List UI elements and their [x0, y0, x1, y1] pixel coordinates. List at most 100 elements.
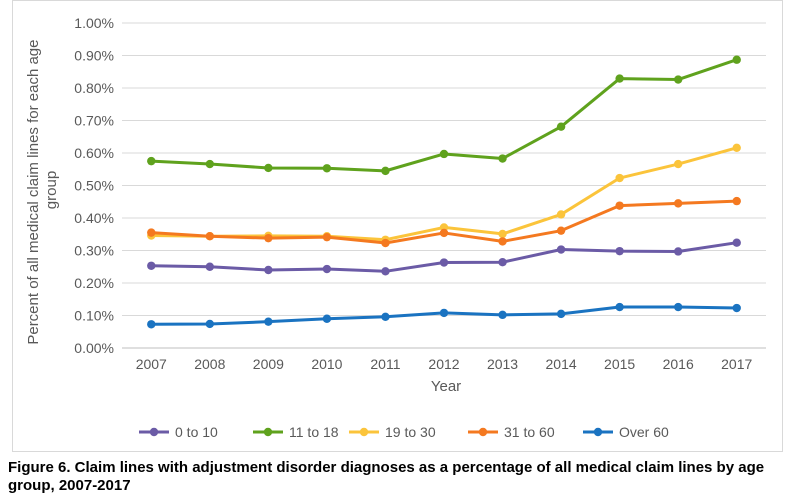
series-line — [149, 241, 739, 273]
data-point — [264, 265, 273, 275]
data-point — [381, 312, 390, 321]
data-point — [147, 156, 156, 166]
x-tick-label: 2017 — [721, 356, 752, 372]
legend-item: 0 to 10 — [139, 424, 218, 440]
y-tick-label: 0.50% — [74, 178, 114, 194]
y-axis-title-line2: group — [43, 171, 60, 209]
data-point — [264, 317, 273, 326]
data-point — [556, 226, 566, 235]
line-chart: 0.00% 0.10% 0.20% 0.30% 0.40% 0.50% 0.60% 0.70%… — [25, 15, 766, 440]
x-tick-label: 2014 — [546, 356, 577, 372]
x-tick-label: 2008 — [194, 356, 225, 372]
legend-swatch-marker — [263, 427, 273, 437]
data-point — [732, 143, 741, 152]
data-point — [673, 75, 683, 84]
data-point — [615, 201, 624, 210]
y-tick-label: 0.90% — [74, 48, 114, 64]
data-point — [439, 149, 449, 159]
series-31-to-60 — [147, 196, 741, 248]
legend-swatch-marker — [593, 427, 603, 437]
y-tick-label: 0.60% — [74, 145, 114, 161]
data-point — [732, 196, 741, 206]
data-point — [556, 245, 566, 254]
data-point — [732, 55, 741, 64]
data-point — [147, 261, 156, 270]
data-point — [732, 238, 741, 247]
data-point — [147, 228, 156, 237]
y-tick-label: 0.40% — [74, 210, 114, 226]
series-0-to-10 — [147, 238, 741, 276]
x-tick-label: 2013 — [487, 356, 518, 372]
series-over-60 — [147, 302, 741, 329]
x-tick-label: 2007 — [136, 356, 167, 372]
data-point — [264, 233, 273, 243]
legend-item: Over 60 — [583, 424, 669, 440]
legend: 0 to 10 11 to 18 19 to 30 31 to 60 Over 60 — [139, 424, 669, 440]
y-tick-label: 0.10% — [74, 308, 114, 324]
legend-label: 11 to 18 — [289, 424, 339, 440]
data-point — [556, 210, 566, 219]
data-point — [556, 122, 566, 131]
legend-item: 19 to 30 — [349, 424, 436, 440]
legend-swatch-marker — [149, 427, 159, 437]
data-point — [498, 258, 507, 267]
x-tick-label: 2016 — [663, 356, 694, 372]
x-tick-label: 2011 — [370, 356, 400, 372]
data-point — [673, 199, 683, 208]
series-lines — [147, 55, 741, 329]
y-tick-label: 0.30% — [74, 243, 114, 259]
legend-swatch-marker — [359, 427, 369, 437]
data-point — [615, 302, 624, 312]
x-axis-ticks: 2007 2008 2009 2010 2011 2012 2013 2014 2015 2016… — [136, 356, 753, 372]
data-point — [615, 246, 624, 256]
data-point — [322, 314, 332, 323]
data-point — [205, 262, 215, 271]
legend-item: 31 to 60 — [468, 424, 555, 440]
data-point — [381, 166, 390, 176]
data-point — [673, 159, 683, 169]
data-point — [205, 159, 215, 169]
legend-swatch-marker — [478, 427, 488, 437]
figure-caption: Figure 6. Claim lines with adjustment di… — [8, 459, 765, 494]
data-point — [556, 309, 566, 319]
data-point — [381, 267, 390, 276]
legend-item: 11 to 18 — [253, 424, 339, 440]
data-point — [673, 247, 683, 256]
x-tick-label: 2015 — [604, 356, 635, 372]
data-point — [498, 310, 507, 320]
data-point — [615, 74, 624, 83]
y-axis-title: Percent of all medical claim lines for e… — [25, 35, 60, 344]
data-point — [381, 238, 390, 248]
data-point — [322, 264, 332, 274]
chart-frame — [12, 0, 783, 452]
data-point — [264, 163, 273, 173]
data-point — [673, 302, 683, 312]
x-tick-label: 2010 — [311, 356, 342, 372]
y-tick-label: 1.00% — [74, 15, 114, 31]
y-tick-label: 0.20% — [74, 275, 114, 291]
legend-label: 19 to 30 — [385, 424, 436, 440]
x-axis-title: Year — [431, 378, 461, 395]
data-point — [498, 154, 507, 163]
y-tick-label: 0.00% — [74, 340, 114, 356]
x-tick-label: 2009 — [253, 356, 284, 372]
legend-label: 31 to 60 — [504, 424, 555, 440]
data-point — [439, 228, 449, 238]
y-axis-ticks: 0.00% 0.10% 0.20% 0.30% 0.40% 0.50% 0.60% 0.70%… — [74, 15, 114, 356]
data-point — [205, 232, 215, 241]
series-11-to-18 — [147, 55, 741, 176]
gridlines — [122, 22, 766, 349]
data-point — [498, 237, 507, 246]
data-point — [439, 308, 449, 318]
y-tick-label: 0.80% — [74, 80, 114, 96]
data-point — [615, 173, 624, 183]
data-point — [147, 320, 156, 329]
x-tick-label: 2012 — [428, 356, 459, 372]
data-point — [498, 229, 507, 239]
data-point — [732, 303, 741, 313]
y-tick-label: 0.70% — [74, 113, 114, 129]
data-point — [322, 164, 332, 173]
legend-label: Over 60 — [619, 424, 669, 440]
legend-label: 0 to 10 — [175, 424, 218, 440]
data-point — [322, 232, 332, 242]
